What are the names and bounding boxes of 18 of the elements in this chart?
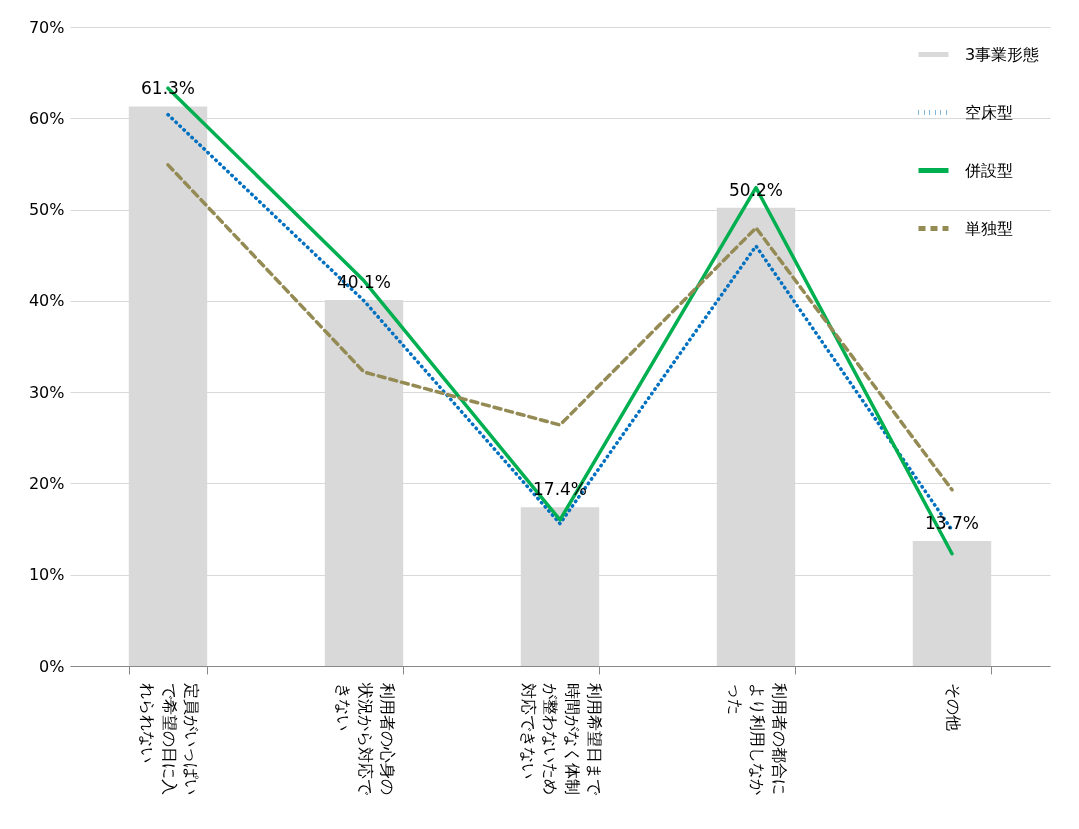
y-tick-label: 60% <box>28 108 65 128</box>
x-tick-label: 定員がいっぱいで希望の日に入れられない <box>137 682 201 795</box>
y-tick-label: 40% <box>28 291 65 311</box>
x-tick-label: 利用者の心身の状況から対応できない <box>333 681 397 796</box>
y-tick-label: 70% <box>28 17 65 37</box>
y-tick-label: 50% <box>28 200 65 220</box>
x-tick-label: 利用希望日まで時間がなく体制が整わないため対応できない <box>518 682 604 796</box>
y-tick-label: 20% <box>28 473 65 493</box>
legend-label: 3事業形態 <box>965 44 1040 64</box>
legend-label: 空床型 <box>965 102 1013 122</box>
legend-label: 併設型 <box>964 160 1013 180</box>
data-label: 61.3% <box>140 78 196 99</box>
x-tick-label: その他 <box>943 682 963 731</box>
y-tick-label: 0% <box>39 656 65 676</box>
y-tick-label: 30% <box>28 382 65 402</box>
x-tick-label: 利用者の都合により利用しなかった <box>725 682 789 795</box>
y-tick-label: 10% <box>28 565 65 585</box>
legend-label: 単独型 <box>965 218 1013 238</box>
